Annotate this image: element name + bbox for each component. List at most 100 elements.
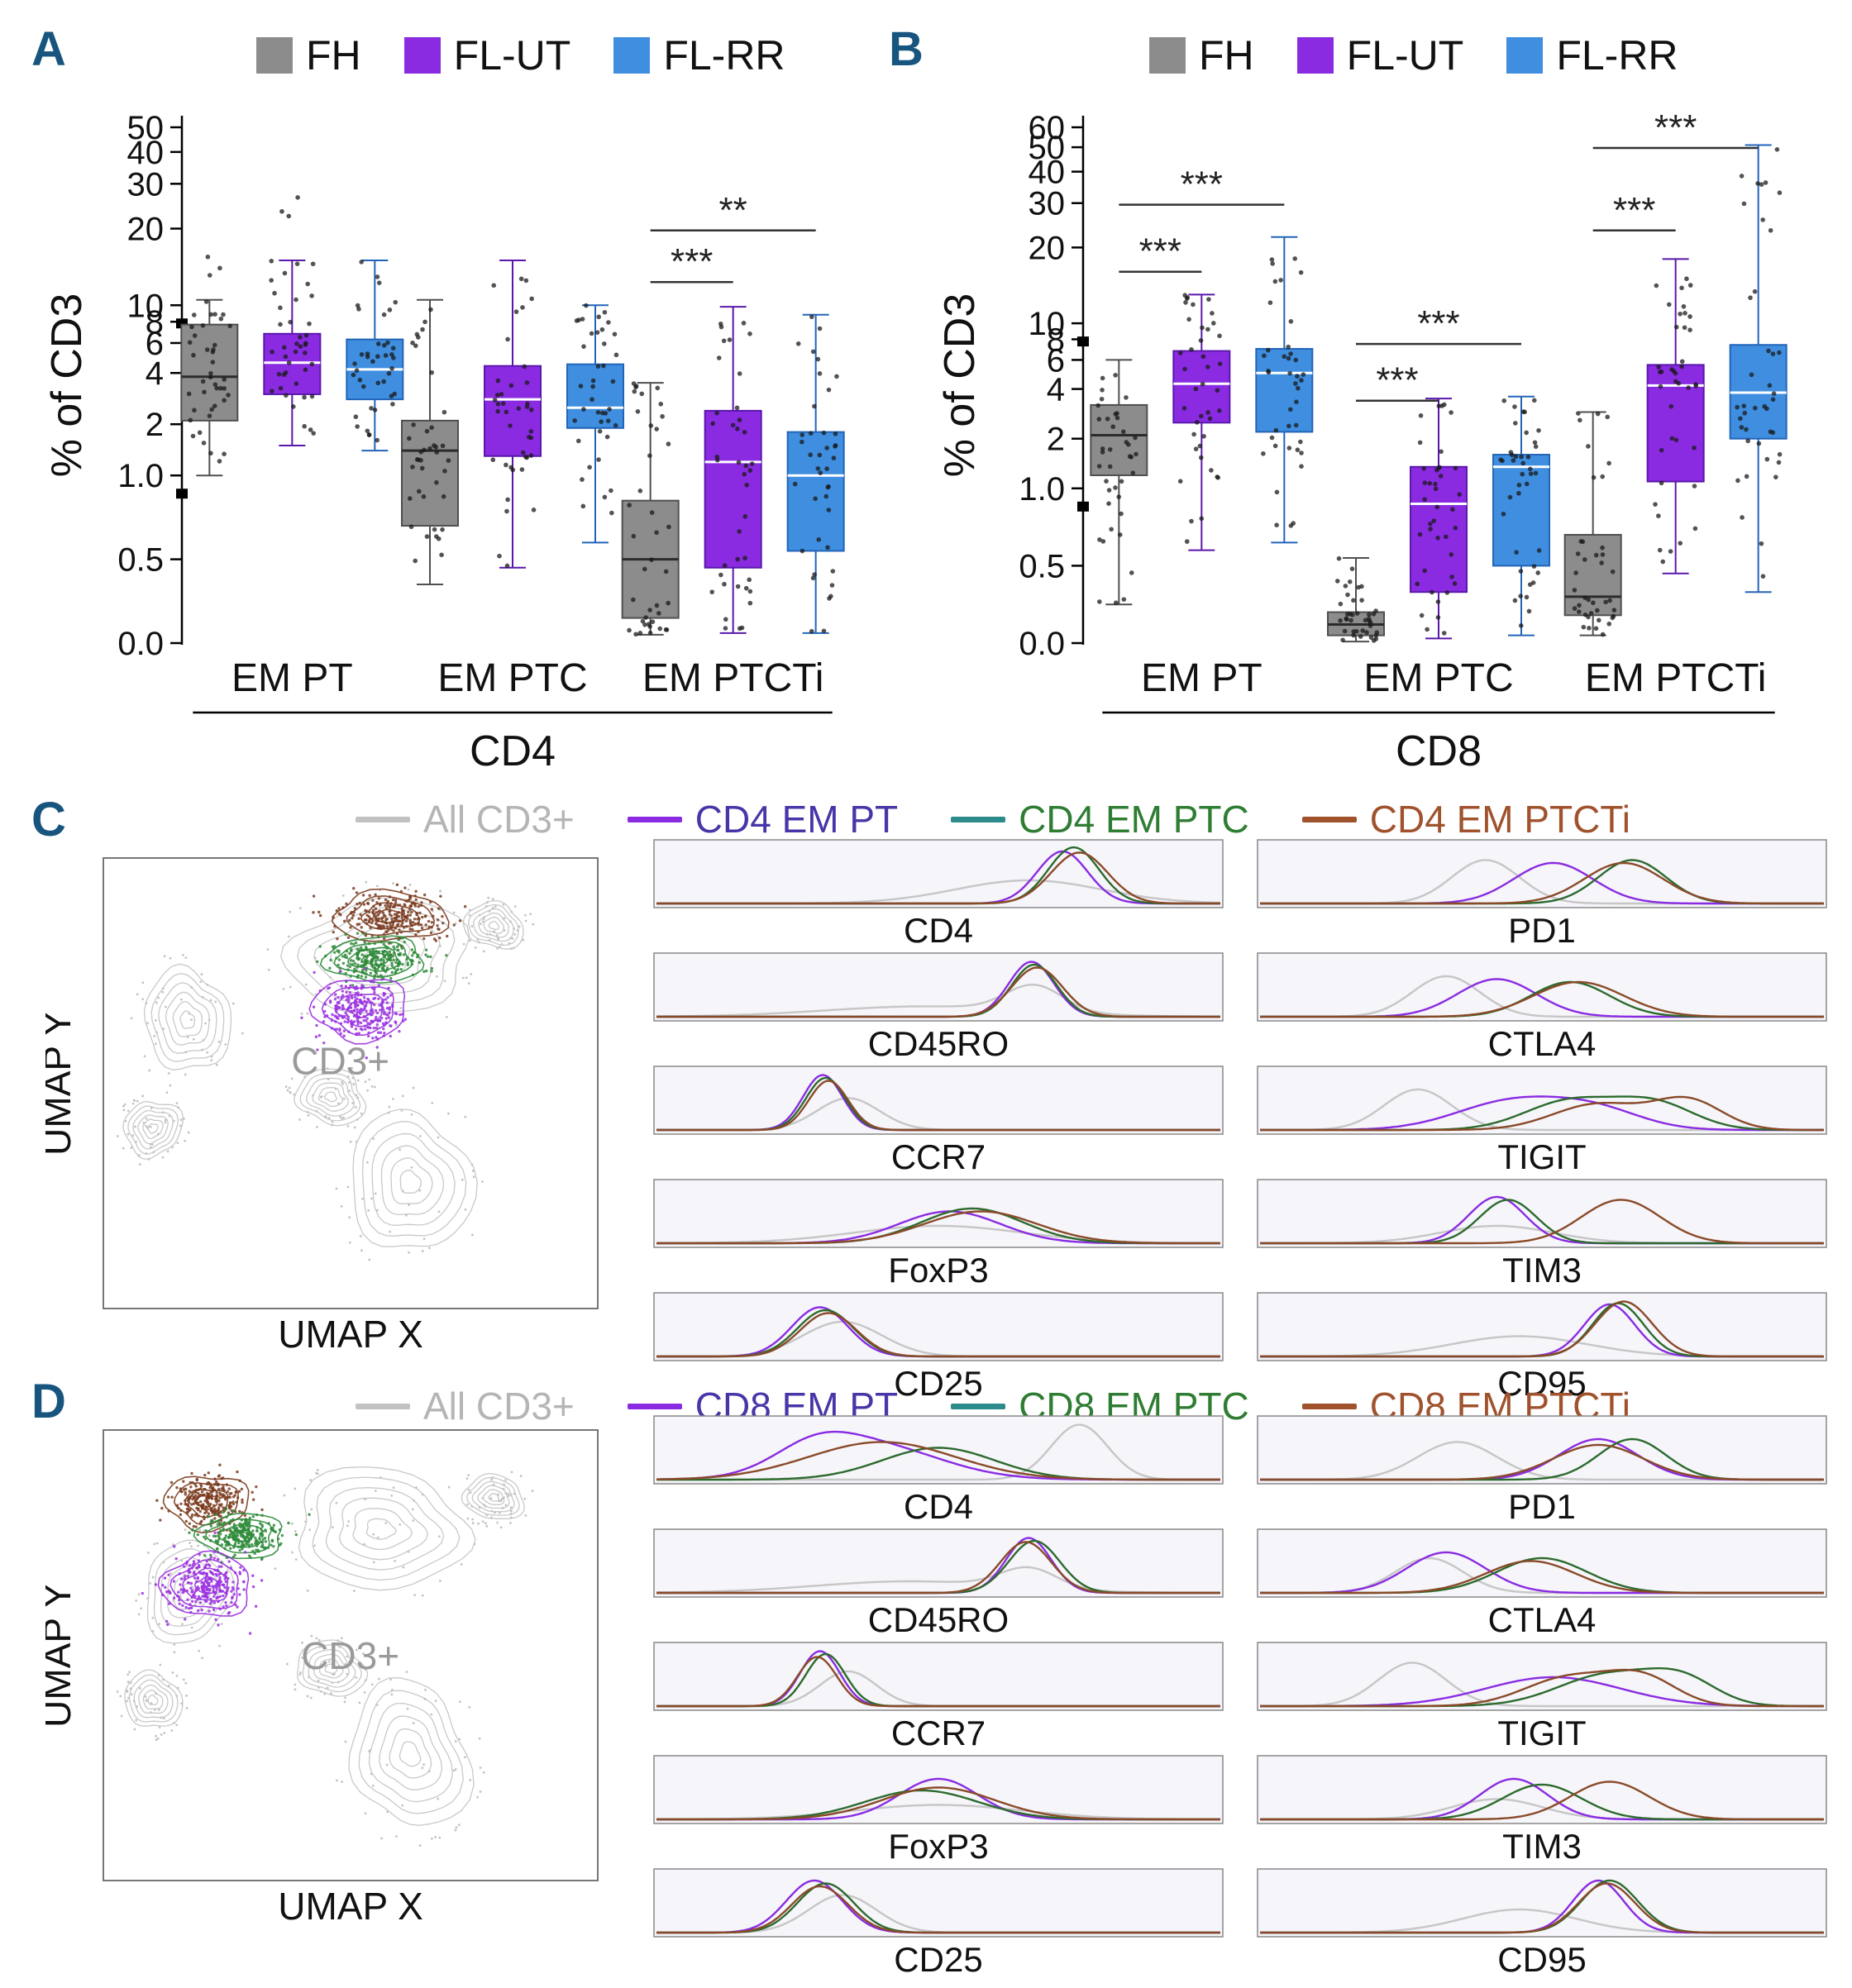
y-tick-label: 2 <box>146 407 164 443</box>
y-tick-label: 0.5 <box>1019 548 1065 584</box>
histogram-plot-CTLA4 <box>1257 1528 1827 1598</box>
marker-label: PD1 <box>1508 911 1576 950</box>
panel-c-histograms-left: CD4 CD45RO CCR7 FoxP3 CD25 <box>653 839 1224 1405</box>
significance-label: *** <box>671 241 713 282</box>
umap-cluster-ptc <box>188 1507 311 1564</box>
marker-label: CD45RO <box>867 1600 1010 1639</box>
marker-label: CD4 <box>903 911 974 950</box>
x-category-label: EM PT <box>1141 656 1263 700</box>
legend-line-pt-icon <box>627 1403 682 1409</box>
legend-line-ptc-icon <box>951 1403 1006 1409</box>
panel-d-umap: CD3+ UMAP Y UMAP X <box>45 1429 599 1928</box>
histogram-TIGIT: TIGIT <box>1257 1066 1827 1175</box>
curve-ptcti <box>656 1541 1220 1595</box>
umap-y-label: UMAP Y <box>45 1011 79 1156</box>
legend-line-all-icon <box>356 1403 410 1409</box>
histogram-CD95: CD95 <box>1257 1868 1827 1978</box>
marker-label: TIM3 <box>1502 1251 1582 1290</box>
histogram-plot-CD45RO <box>653 1528 1224 1598</box>
histogram-PD1: PD1 <box>1257 1415 1827 1525</box>
panel-d-histograms-left: CD4 CD45RO CCR7 FoxP3 CD25 <box>653 1415 1224 1981</box>
legend-line-pt-icon <box>627 816 682 822</box>
cd3-annotation: CD3+ <box>291 1040 389 1083</box>
box-FH-EM PTC <box>1327 555 1385 643</box>
axis-break-icon <box>1077 336 1089 347</box>
legend-swatch-fl_rr-icon <box>1506 37 1544 74</box>
histogram-plot-FoxP3 <box>653 1179 1224 1248</box>
y-tick-label: 10 <box>1029 306 1066 342</box>
y-tick-label: 40 <box>1029 155 1066 191</box>
x-category-label: EM PTC <box>437 656 587 700</box>
y-axis-label: % of CD3 <box>936 293 984 478</box>
y-axis-label: % of CD3 <box>43 293 91 478</box>
curve-ptcti <box>656 1312 1220 1358</box>
legend-label: CD4 EM PTC <box>1019 798 1249 841</box>
box-FL-UT-EM PTC <box>1410 398 1468 640</box>
histogram-FoxP3: FoxP3 <box>653 1179 1224 1289</box>
legend-line-ptc-icon <box>951 816 1006 822</box>
legend-label: FH <box>306 32 361 79</box>
histogram-plot-CD95 <box>1257 1868 1827 1938</box>
box-FH-EM PTCTi <box>1563 411 1622 637</box>
marker-label: CD25 <box>894 1940 983 1979</box>
box-FH-EM PT <box>180 254 239 477</box>
legend-swatch-fh-icon <box>256 37 293 74</box>
histogram-CD4: CD4 <box>653 1415 1224 1525</box>
axis-break-icon <box>1077 501 1089 512</box>
histogram-plot-PD1 <box>1257 839 1827 908</box>
y-tick-label: 0.5 <box>117 542 164 579</box>
panel-c-umap: CD3+ UMAP Y UMAP X <box>45 857 599 1356</box>
y-tick-label: 6 <box>146 326 164 362</box>
legend-swatch-fl_ut-icon <box>403 37 441 74</box>
histogram-plot-CD25 <box>653 1292 1224 1361</box>
marker-label: TIGIT <box>1497 1714 1587 1752</box>
y-tick-label: 8 <box>146 304 164 341</box>
legend-line-ptcti-icon <box>1301 816 1357 822</box>
y-tick-label: 20 <box>127 212 165 248</box>
histogram-FoxP3: FoxP3 <box>653 1755 1224 1865</box>
legend-item-CD4 EM PTC: CD4 EM PTC <box>951 797 1249 841</box>
curve-ptcti <box>656 1885 1220 1934</box>
histogram-CD45RO: CD45RO <box>653 1528 1224 1638</box>
histogram-plot-TIM3 <box>1257 1755 1827 1824</box>
legend-label: FL-UT <box>453 32 571 79</box>
box-FL-RR-EM PTC <box>1492 395 1550 636</box>
panel-a-label: A <box>31 22 66 76</box>
curve-ptcti <box>1260 1199 1824 1245</box>
curve-ptcti <box>656 1441 1220 1481</box>
curve-ptcti <box>656 1210 1220 1245</box>
curve-ptcti <box>656 851 1220 905</box>
marker-label: TIGIT <box>1497 1137 1587 1176</box>
legend-item-FL-UT: FL-UT <box>1296 31 1464 79</box>
box-FL-UT-EM PTCTi <box>1646 258 1705 574</box>
y-tick-label: 4 <box>146 355 164 392</box>
marker-label: CTLA4 <box>1487 1024 1597 1063</box>
box-FL-UT-EM PT <box>263 195 322 446</box>
legend-line-all-icon <box>356 816 410 822</box>
curve-ptcti <box>1260 980 1824 1018</box>
significance-label: *** <box>1417 303 1459 344</box>
panel-a-legend: FH FL-UT FL-RR <box>256 31 785 79</box>
y-tick-label: 6 <box>1047 342 1065 379</box>
umap-cluster-pt <box>300 967 407 1060</box>
y-tick-label: 4 <box>1047 372 1065 408</box>
curve-ptcti <box>1260 1300 1824 1358</box>
umap-cluster-ptcti <box>312 883 467 956</box>
group-axis-label: CD4 <box>470 727 556 775</box>
umap-x-label: UMAP X <box>278 1313 423 1356</box>
legend-item-FL-UT: FL-UT <box>403 31 571 79</box>
y-tick-label: 0.0 <box>1019 626 1065 662</box>
marker-label: CD4 <box>903 1487 974 1526</box>
legend-label: FL-UT <box>1346 32 1464 79</box>
y-tick-label: 30 <box>127 166 165 203</box>
panel-d-histograms-right: PD1 CTLA4 TIGIT TIM3 CD95 <box>1257 1415 1827 1981</box>
histogram-TIM3: TIM3 <box>1257 1179 1827 1289</box>
panel-c-label: C <box>31 793 66 846</box>
box-FH-EM PT <box>1090 359 1148 606</box>
box-FL-UT-EM PTCTi <box>704 306 762 634</box>
legend-item-All CD3+: All CD3+ <box>356 1384 575 1428</box>
